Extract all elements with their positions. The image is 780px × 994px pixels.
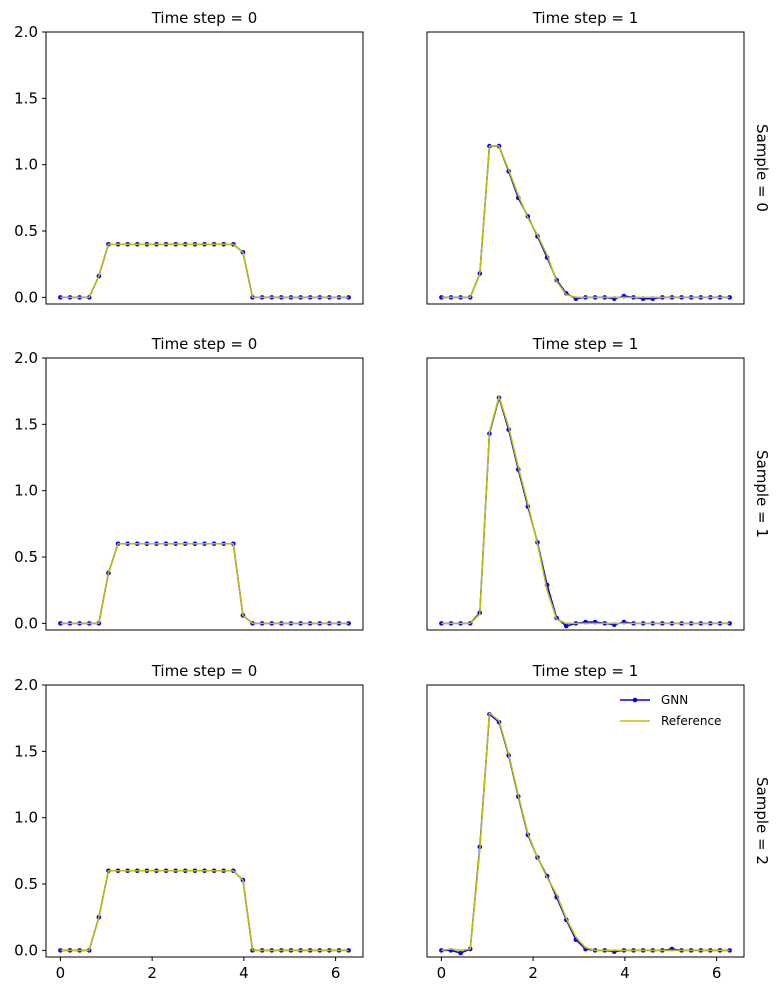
y-tick-label: 0.0 [14, 288, 38, 306]
panel-title: Time step = 0 [151, 662, 258, 680]
legend-gnn-marker [632, 697, 638, 703]
row-label: Sample = 1 [753, 450, 771, 538]
reference-line [60, 243, 349, 299]
gnn-point [563, 623, 569, 629]
gnn-point [458, 950, 463, 956]
x-tick-label: 2 [528, 964, 538, 982]
reference-line [441, 145, 730, 299]
row-label: Sample = 2 [753, 777, 771, 865]
y-tick-label: 1.5 [14, 415, 38, 433]
gnn-line [441, 713, 730, 954]
x-tick-label: 4 [239, 964, 249, 982]
panel-title: Time step = 1 [532, 9, 639, 27]
y-tick-label: 0.5 [14, 548, 38, 566]
panel-title: Time step = 1 [532, 335, 639, 353]
x-tick-label: 6 [331, 964, 341, 982]
reference-line [441, 712, 730, 952]
y-tick-label: 1.0 [14, 156, 38, 174]
gnn-line [441, 145, 730, 300]
y-tick-label: 1.0 [14, 809, 38, 827]
x-tick-label: 6 [712, 964, 722, 982]
y-tick-label: 0.5 [14, 875, 38, 893]
x-tick-label: 4 [620, 964, 630, 982]
y-tick-label: 1.5 [14, 742, 38, 760]
gnn-line [60, 243, 349, 299]
x-tick-label: 0 [437, 964, 447, 982]
row-label: Sample = 0 [753, 124, 771, 212]
y-tick-label: 1.5 [14, 89, 38, 107]
axes-frame [45, 357, 364, 631]
reference-line [60, 870, 349, 952]
y-tick-label: 2.0 [14, 349, 38, 367]
panel-r2-c0: Time step = 0 0.0 0.5 1.0 1.5 2.0 0 2 4 6 [14, 662, 364, 982]
axes-frame [426, 684, 745, 958]
legend: GNN Reference [620, 693, 721, 728]
panel-r1-c1: Time step = 1 Sample = 1 [426, 335, 771, 631]
gnn-line [60, 543, 349, 625]
axes-frame [45, 31, 364, 305]
reference-line [441, 395, 730, 625]
panel-r0-c0: Time step = 0 0.0 0.5 1.0 1.5 2.0 [14, 9, 364, 306]
panel-title: Time step = 0 [151, 335, 258, 353]
y-tick-label: 2.0 [14, 676, 38, 694]
legend-gnn-label: GNN [661, 693, 688, 707]
axes-frame [426, 31, 745, 305]
y-tick-label: 0.0 [14, 614, 38, 632]
panel-title: Time step = 0 [151, 9, 258, 27]
axes-frame [45, 684, 364, 958]
x-tick-label: 2 [147, 964, 157, 982]
reference-line [60, 543, 349, 625]
y-tick-label: 2.0 [14, 23, 38, 41]
gnn-line [60, 870, 349, 952]
panel-r1-c0: Time step = 0 0.0 0.5 1.0 1.5 2.0 [14, 335, 364, 632]
legend-reference-label: Reference [661, 714, 721, 728]
panel-r0-c1: Time step = 1 Sample = 0 [426, 9, 771, 305]
y-tick-label: 0.5 [14, 222, 38, 240]
axes-frame [426, 357, 745, 631]
panel-title: Time step = 1 [532, 662, 639, 680]
x-tick-label: 0 [56, 964, 66, 982]
y-tick-label: 0.0 [14, 941, 38, 959]
panel-r2-c1: Time step = 1 0 2 4 6 Sample = 2 GNN Reference [426, 662, 771, 982]
y-tick-label: 1.0 [14, 482, 38, 500]
